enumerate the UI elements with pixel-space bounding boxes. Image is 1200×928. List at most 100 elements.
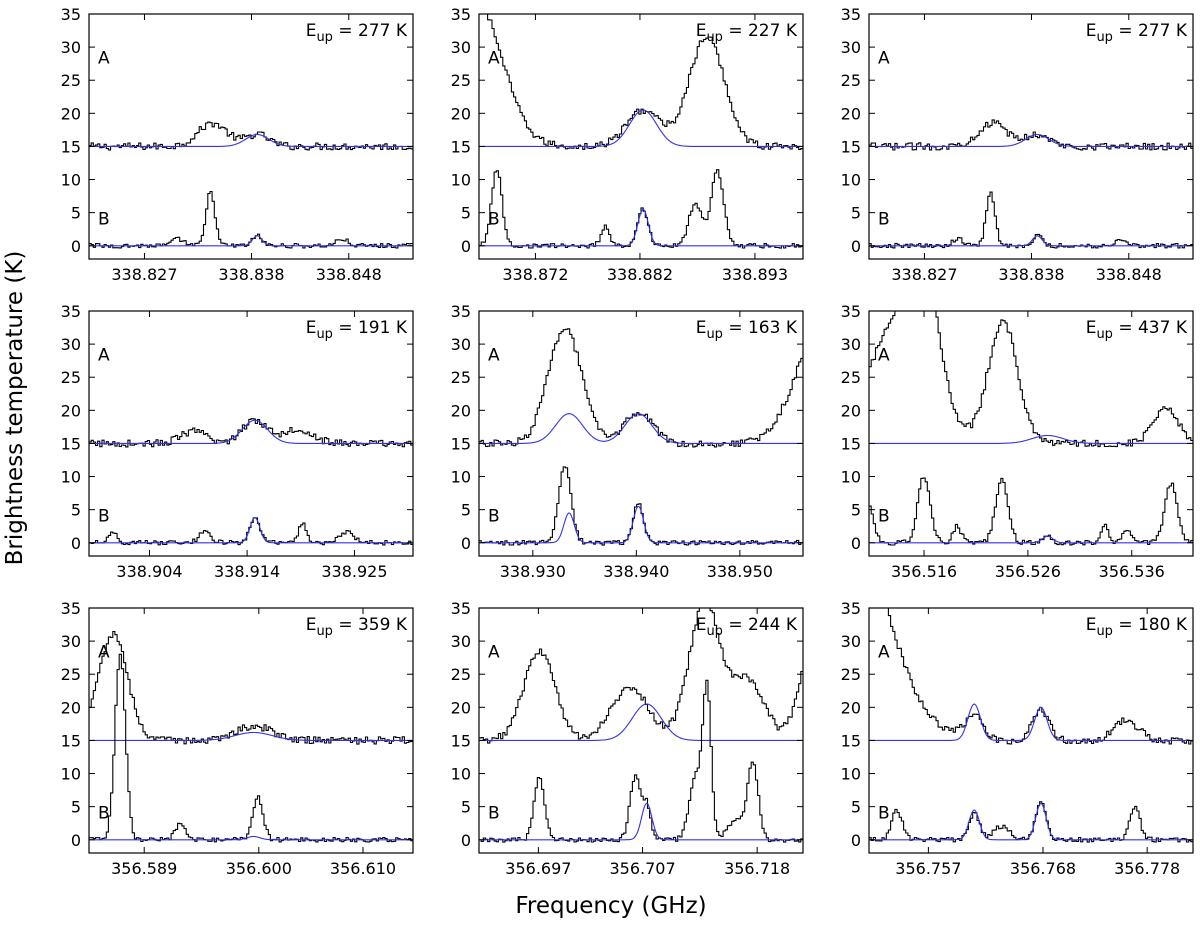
y-tick-label: 20	[61, 698, 81, 717]
y-tick-label: 0	[851, 831, 861, 850]
model-spectrum-B	[89, 517, 413, 544]
observed-spectrum-A	[887, 608, 1193, 745]
y-tick-label: 10	[841, 765, 861, 784]
y-tick-label: 30	[451, 632, 471, 651]
y-tick-label: 0	[851, 237, 861, 256]
y-tick-label: 25	[451, 665, 471, 684]
y-tick-label: 0	[71, 831, 81, 850]
observed-spectrum-B	[89, 190, 413, 249]
plot-area	[869, 119, 1193, 249]
eup-annotation: Eup = 244 K	[696, 615, 798, 639]
x-tick-label: 356.536	[1099, 562, 1165, 581]
y-tick-label: 35	[451, 599, 471, 618]
x-tick-label: 338.904	[116, 562, 182, 581]
y-tick-label: 25	[841, 665, 861, 684]
y-tick-label: 25	[451, 71, 471, 90]
y-tick-label: 20	[451, 698, 471, 717]
model-spectrum-A	[479, 413, 803, 444]
y-tick-label: 25	[61, 71, 81, 90]
panel-frame	[868, 607, 1194, 854]
y-tick-label: 35	[451, 302, 471, 321]
model-spectrum-A	[869, 434, 1193, 444]
y-tick-label: 25	[841, 368, 861, 387]
observed-spectrum-A	[89, 418, 413, 448]
x-tick-label: 338.950	[707, 562, 773, 581]
x-tick-label: 338.838	[218, 265, 284, 284]
y-tick-label: 30	[841, 335, 861, 354]
y-tick-label: 0	[851, 534, 861, 553]
model-spectrum-B	[869, 535, 1193, 544]
eup-annotation: Eup = 277 K	[306, 21, 408, 45]
trace-label-a: A	[488, 643, 500, 663]
eup-annotation: Eup = 180 K	[1086, 615, 1188, 639]
y-tick-label: 20	[61, 104, 81, 123]
plot-area	[869, 608, 1193, 843]
y-tick-label: 5	[71, 798, 81, 817]
x-tick-label: 356.610	[330, 859, 396, 878]
model-spectrum-A	[89, 419, 413, 444]
spectrum-panel-9: 0 5 10 15 20 25 30 35 356.757 356.768 356.778 A B Eup…	[841, 599, 1194, 878]
panel-grid: 0 5 10 15 20 25 30 35 338.827 338.838 338.848 A B Eup…	[61, 5, 1194, 878]
y-tick-label: 5	[461, 501, 471, 520]
model-spectrum-B	[89, 235, 413, 247]
y-tick-label: 35	[841, 302, 861, 321]
y-tick-label: 20	[841, 698, 861, 717]
x-tick-label: 338.940	[603, 562, 669, 581]
spectrum-panel-2: 0 5 10 15 20 25 30 35 338.872 338.882 338.893 A B Eup…	[451, 5, 804, 284]
trace-label-a: A	[878, 643, 890, 663]
x-tick-label: 356.707	[609, 859, 675, 878]
observed-spectrum-A	[869, 311, 1193, 448]
y-tick-label: 25	[61, 665, 81, 684]
y-tick-label: 5	[851, 798, 861, 817]
plot-area	[479, 328, 803, 546]
y-tick-label: 0	[461, 237, 471, 256]
y-tick-label: 35	[61, 5, 81, 24]
y-tick-label: 30	[451, 335, 471, 354]
y-tick-label: 30	[841, 38, 861, 57]
x-axis-title: Frequency (GHz)	[515, 893, 706, 919]
x-tick-label: 356.768	[1010, 859, 1076, 878]
x-tick-label: 338.872	[502, 265, 568, 284]
trace-label-a: A	[878, 49, 890, 69]
model-spectrum-A	[89, 731, 413, 741]
y-tick-label: 30	[61, 38, 81, 57]
trace-label-b: B	[488, 804, 500, 824]
panel-frame	[88, 310, 414, 557]
model-spectrum-B	[869, 235, 1193, 247]
trace-label-b: B	[878, 210, 890, 230]
eup-annotation: Eup = 227 K	[696, 21, 798, 45]
x-tick-label: 338.925	[321, 562, 387, 581]
trace-label-b: B	[878, 804, 890, 824]
y-tick-label: 10	[451, 765, 471, 784]
y-tick-label: 10	[61, 171, 81, 190]
y-tick-label: 10	[841, 171, 861, 190]
spectrum-panel-1: 0 5 10 15 20 25 30 35 338.827 338.838 338.848 A B Eup…	[61, 5, 414, 284]
trace-label-a: A	[98, 643, 110, 663]
observed-spectrum-B	[869, 801, 1193, 843]
panel-frame	[88, 607, 414, 854]
x-tick-label: 356.778	[1114, 859, 1180, 878]
x-tick-label: 356.526	[995, 562, 1061, 581]
y-tick-label: 10	[61, 765, 81, 784]
y-tick-label: 20	[451, 104, 471, 123]
plot-area	[479, 608, 803, 843]
trace-label-b: B	[98, 210, 110, 230]
y-tick-label: 5	[461, 204, 471, 223]
y-tick-label: 5	[851, 204, 861, 223]
spectrum-panel-3: 0 5 10 15 20 25 30 35 338.827 338.838 338.848 A B Eup…	[841, 5, 1194, 284]
model-spectrum-B	[869, 802, 1193, 841]
trace-label-b: B	[878, 507, 890, 527]
observed-spectrum-A	[89, 630, 413, 745]
x-tick-label: 338.882	[607, 265, 673, 284]
x-tick-label: 356.516	[891, 562, 957, 581]
model-spectrum-B	[479, 802, 803, 841]
y-tick-label: 20	[451, 401, 471, 420]
y-tick-label: 0	[461, 534, 471, 553]
observed-spectrum-A	[869, 119, 1193, 151]
y-tick-label: 35	[61, 599, 81, 618]
y-tick-label: 30	[61, 632, 81, 651]
x-tick-label: 356.718	[724, 859, 790, 878]
y-tick-label: 30	[451, 38, 471, 57]
plot-area	[89, 418, 413, 546]
